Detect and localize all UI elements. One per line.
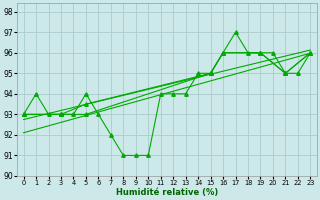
X-axis label: Humidité relative (%): Humidité relative (%) [116, 188, 218, 197]
